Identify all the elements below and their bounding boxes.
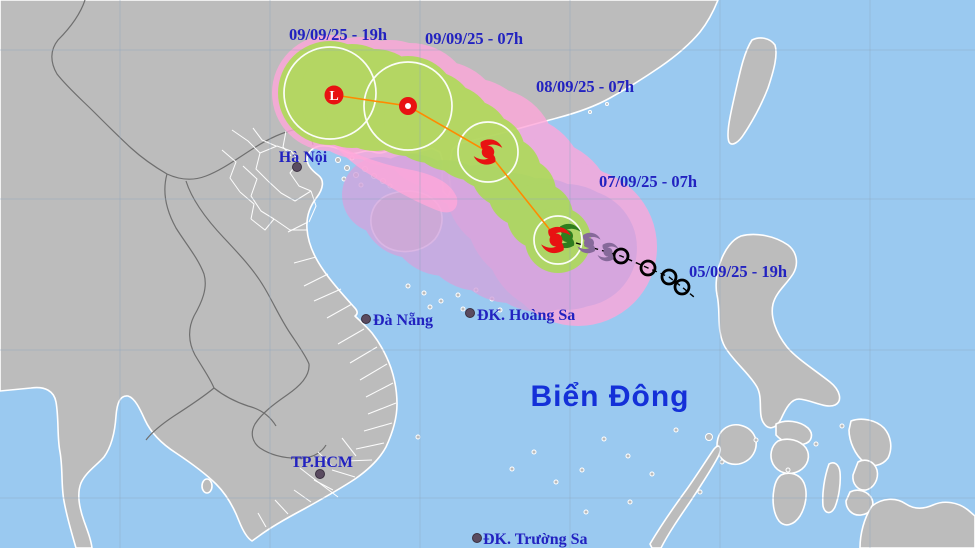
- storm-track: L: [283, 46, 695, 298]
- luzon-island: [715, 233, 841, 429]
- islet-dot: [588, 110, 592, 114]
- city-dot-tp-hcm: [315, 469, 325, 479]
- map-labels: Biển Đông 09/09/25 - 19h 09/09/25 - 07h 08…: [279, 25, 787, 548]
- islet-dot: [719, 459, 725, 465]
- palawan-island: [649, 445, 721, 548]
- islet-dot: [509, 466, 515, 472]
- danger-zone-pink-patch: [332, 142, 458, 213]
- sea-name-label: Biển Đông: [531, 380, 690, 413]
- mindanao-island: [859, 498, 975, 548]
- place-label-tp-hcm: TP.HCM: [291, 454, 353, 471]
- islet-dot: [335, 157, 341, 163]
- islet-dot: [421, 290, 427, 296]
- samar-island: [848, 418, 892, 467]
- islet-dot: [649, 471, 655, 477]
- city-dot-hoang-sa: [465, 308, 475, 318]
- timestamp-label-0: 09/09/25 - 19h: [289, 25, 387, 44]
- place-label-da-nang: Đà Nẵng: [373, 312, 433, 329]
- timestamp-label-4: 05/09/25 - 19h: [689, 262, 787, 281]
- uncertainty-circle: [283, 46, 377, 140]
- uncertainty-circle: [533, 215, 583, 265]
- leyte-island: [852, 459, 879, 491]
- islet-dot: [455, 292, 461, 298]
- timestamp-label-1: 09/09/25 - 07h: [425, 29, 523, 48]
- islet-dot: [415, 434, 421, 440]
- islet-dot: [839, 423, 845, 429]
- islet-dot: [344, 165, 350, 171]
- past-position-marker: [612, 247, 630, 265]
- place-label-ha-noi: Hà Nội: [279, 149, 328, 166]
- islet-dot: [813, 441, 819, 447]
- negros-island: [772, 472, 807, 526]
- past-position-marker: [673, 278, 691, 296]
- phu-quoc-island: [201, 478, 213, 494]
- city-dot-da-nang: [361, 314, 371, 324]
- city-dot-ha-noi: [292, 162, 302, 172]
- forecast-track-line: [333, 94, 559, 241]
- taiwan-island: [727, 37, 777, 145]
- tablas-island: [705, 433, 713, 441]
- islet-dot: [553, 479, 559, 485]
- islet-dot: [627, 499, 633, 505]
- panay-island: [770, 438, 810, 475]
- timestamp-label-3: 07/09/25 - 07h: [599, 172, 697, 191]
- uncertainty-circle: [457, 121, 519, 183]
- low-pressure-letter: L: [329, 89, 338, 104]
- islet-dot: [785, 467, 791, 473]
- timestamp-label-2: 08/09/25 - 07h: [536, 77, 634, 96]
- islet-dot: [673, 427, 679, 433]
- province-borders: [221, 127, 397, 528]
- place-label-hoang-sa: ĐK. Hoàng Sa: [477, 307, 575, 324]
- past-position-marker: [660, 268, 678, 286]
- mindoro-island: [716, 424, 757, 466]
- islet-dot: [583, 509, 589, 515]
- place-label-truong-sa: ĐK. Trường Sa: [483, 531, 588, 548]
- islet-dot: [753, 437, 759, 443]
- islet-dot: [460, 306, 466, 312]
- cebu-island: [821, 462, 842, 514]
- islet-dot: [531, 449, 537, 455]
- islet-dot: [601, 436, 607, 442]
- islet-dot: [697, 489, 703, 495]
- islet-dot: [438, 298, 444, 304]
- uncertainty-circle: [363, 61, 453, 151]
- city-dot-truong-sa: [472, 533, 482, 543]
- islet-dot: [605, 102, 609, 106]
- islet-dot: [625, 453, 631, 459]
- past-position-marker: [639, 259, 657, 277]
- low-pressure-icon-72h: L: [324, 85, 344, 105]
- islet-dot: [497, 307, 503, 313]
- islet-dot: [427, 304, 433, 310]
- islet-dot: [579, 467, 585, 473]
- depression-icon-48h: [399, 97, 417, 115]
- islet-dot: [405, 283, 411, 289]
